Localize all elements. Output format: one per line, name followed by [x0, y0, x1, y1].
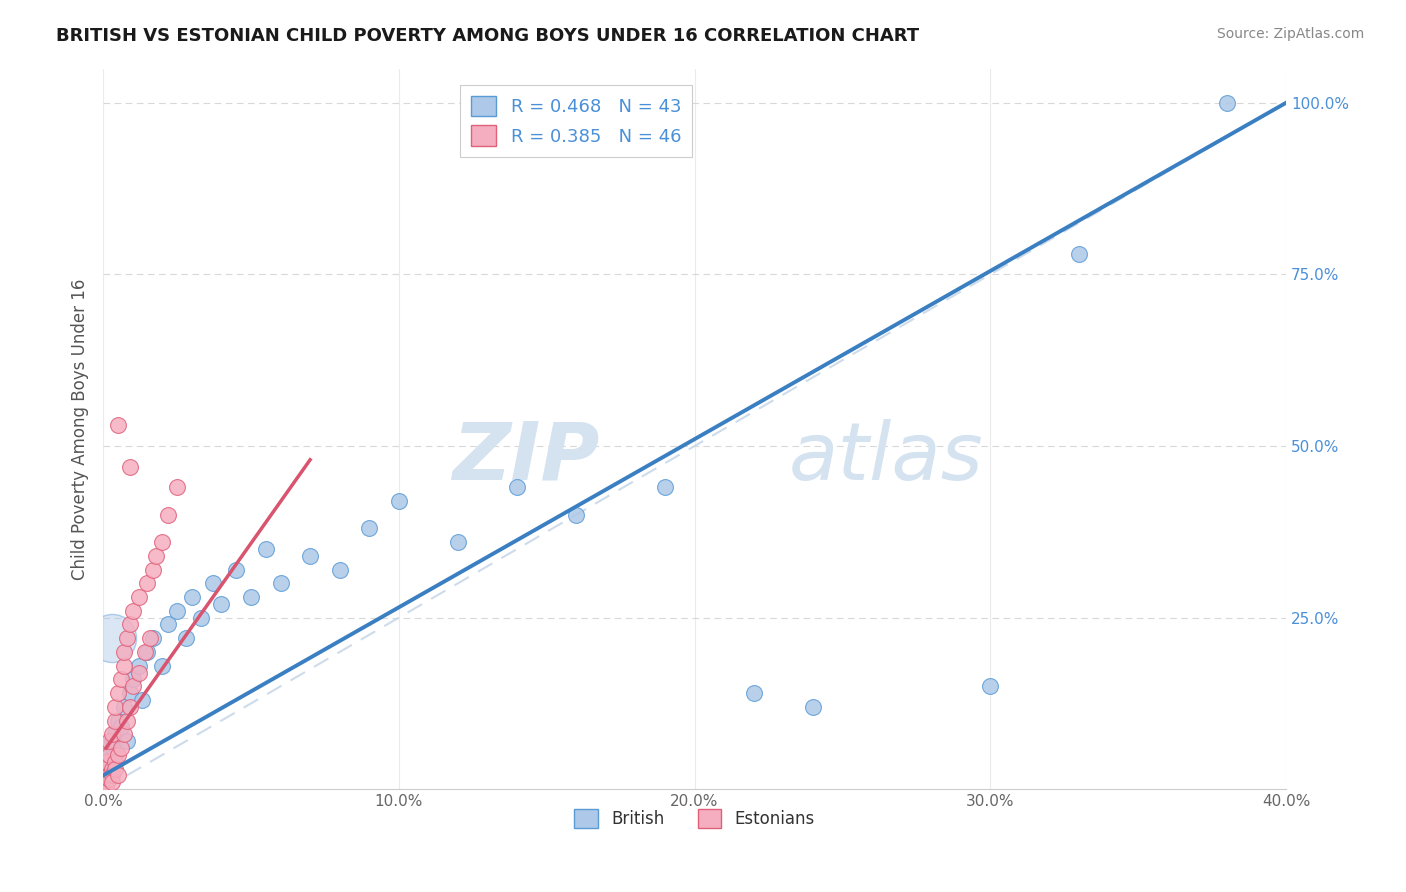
Point — [128, 658, 150, 673]
Point — [150, 535, 173, 549]
Point — [128, 590, 150, 604]
Point — [299, 549, 322, 563]
Point — [107, 686, 129, 700]
Point — [93, 775, 115, 789]
Point — [110, 741, 132, 756]
Point — [145, 549, 167, 563]
Point — [112, 699, 135, 714]
Point — [142, 563, 165, 577]
Point — [118, 459, 141, 474]
Point — [150, 658, 173, 673]
Point — [157, 617, 180, 632]
Point — [254, 541, 277, 556]
Point — [101, 775, 124, 789]
Point — [101, 734, 124, 748]
Point — [128, 665, 150, 680]
Point — [107, 747, 129, 762]
Point — [131, 693, 153, 707]
Point — [190, 610, 212, 624]
Point — [107, 418, 129, 433]
Point — [225, 563, 247, 577]
Point — [979, 679, 1001, 693]
Point — [101, 762, 124, 776]
Point — [1216, 95, 1239, 110]
Point — [104, 755, 127, 769]
Point — [565, 508, 588, 522]
Point — [157, 508, 180, 522]
Point — [104, 714, 127, 728]
Point — [98, 768, 121, 782]
Point — [98, 768, 121, 782]
Point — [742, 686, 765, 700]
Point — [506, 480, 529, 494]
Point — [136, 576, 159, 591]
Point — [329, 563, 352, 577]
Point — [136, 645, 159, 659]
Point — [110, 721, 132, 735]
Point — [112, 645, 135, 659]
Point — [121, 673, 143, 687]
Text: BRITISH VS ESTONIAN CHILD POVERTY AMONG BOYS UNDER 16 CORRELATION CHART: BRITISH VS ESTONIAN CHILD POVERTY AMONG … — [56, 27, 920, 45]
Point — [388, 494, 411, 508]
Point — [142, 631, 165, 645]
Point — [98, 747, 121, 762]
Point — [93, 768, 115, 782]
Point — [121, 679, 143, 693]
Point — [94, 747, 117, 762]
Text: Source: ZipAtlas.com: Source: ZipAtlas.com — [1216, 27, 1364, 41]
Point — [209, 597, 232, 611]
Point — [447, 535, 470, 549]
Point — [115, 631, 138, 645]
Point — [166, 480, 188, 494]
Point — [94, 762, 117, 776]
Point — [201, 576, 224, 591]
Point — [107, 768, 129, 782]
Point — [101, 741, 124, 756]
Point — [101, 631, 124, 645]
Point — [1067, 247, 1090, 261]
Point — [359, 521, 381, 535]
Point — [270, 576, 292, 591]
Point — [98, 772, 121, 786]
Point — [101, 768, 124, 782]
Legend: British, Estonians: British, Estonians — [568, 803, 821, 835]
Point — [93, 772, 115, 786]
Point — [240, 590, 263, 604]
Point — [121, 604, 143, 618]
Point — [104, 699, 127, 714]
Point — [94, 755, 117, 769]
Point — [166, 604, 188, 618]
Point — [801, 699, 824, 714]
Point — [104, 727, 127, 741]
Point — [115, 734, 138, 748]
Point — [115, 714, 138, 728]
Point — [180, 590, 202, 604]
Point — [94, 755, 117, 769]
Point — [94, 775, 117, 789]
Point — [101, 727, 124, 741]
Text: ZIP: ZIP — [453, 418, 600, 497]
Point — [118, 617, 141, 632]
Point — [139, 631, 162, 645]
Point — [94, 779, 117, 793]
Point — [654, 480, 676, 494]
Point — [112, 727, 135, 741]
Point — [174, 631, 197, 645]
Point — [118, 686, 141, 700]
Point — [94, 768, 117, 782]
Text: atlas: atlas — [789, 418, 984, 497]
Point — [94, 762, 117, 776]
Point — [107, 714, 129, 728]
Point — [110, 673, 132, 687]
Point — [98, 734, 121, 748]
Point — [134, 645, 156, 659]
Point — [104, 762, 127, 776]
Point — [118, 699, 141, 714]
Point — [104, 747, 127, 762]
Point — [112, 658, 135, 673]
Y-axis label: Child Poverty Among Boys Under 16: Child Poverty Among Boys Under 16 — [72, 278, 89, 580]
